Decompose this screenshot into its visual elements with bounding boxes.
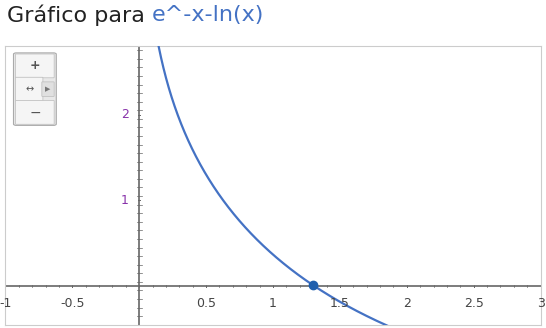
Text: 1.5: 1.5 (330, 297, 350, 310)
FancyBboxPatch shape (42, 82, 54, 96)
Text: -0.5: -0.5 (60, 297, 85, 310)
Text: 2: 2 (121, 108, 128, 121)
Text: 1: 1 (269, 297, 277, 310)
FancyBboxPatch shape (14, 53, 56, 125)
Text: -1: -1 (0, 297, 11, 310)
Text: −: − (29, 105, 41, 119)
FancyBboxPatch shape (16, 77, 43, 101)
Text: e^-x-ln(x): e^-x-ln(x) (152, 5, 264, 25)
Text: 1: 1 (121, 194, 128, 207)
Text: 0.5: 0.5 (196, 297, 216, 310)
Text: 3: 3 (537, 297, 544, 310)
Text: 2: 2 (403, 297, 411, 310)
Text: +: + (29, 59, 40, 72)
FancyBboxPatch shape (16, 100, 54, 124)
Text: 2.5: 2.5 (464, 297, 484, 310)
Text: ↔: ↔ (25, 84, 33, 94)
FancyBboxPatch shape (16, 54, 54, 78)
Text: Gráfico para: Gráfico para (7, 5, 152, 27)
Text: ▶: ▶ (45, 86, 51, 92)
